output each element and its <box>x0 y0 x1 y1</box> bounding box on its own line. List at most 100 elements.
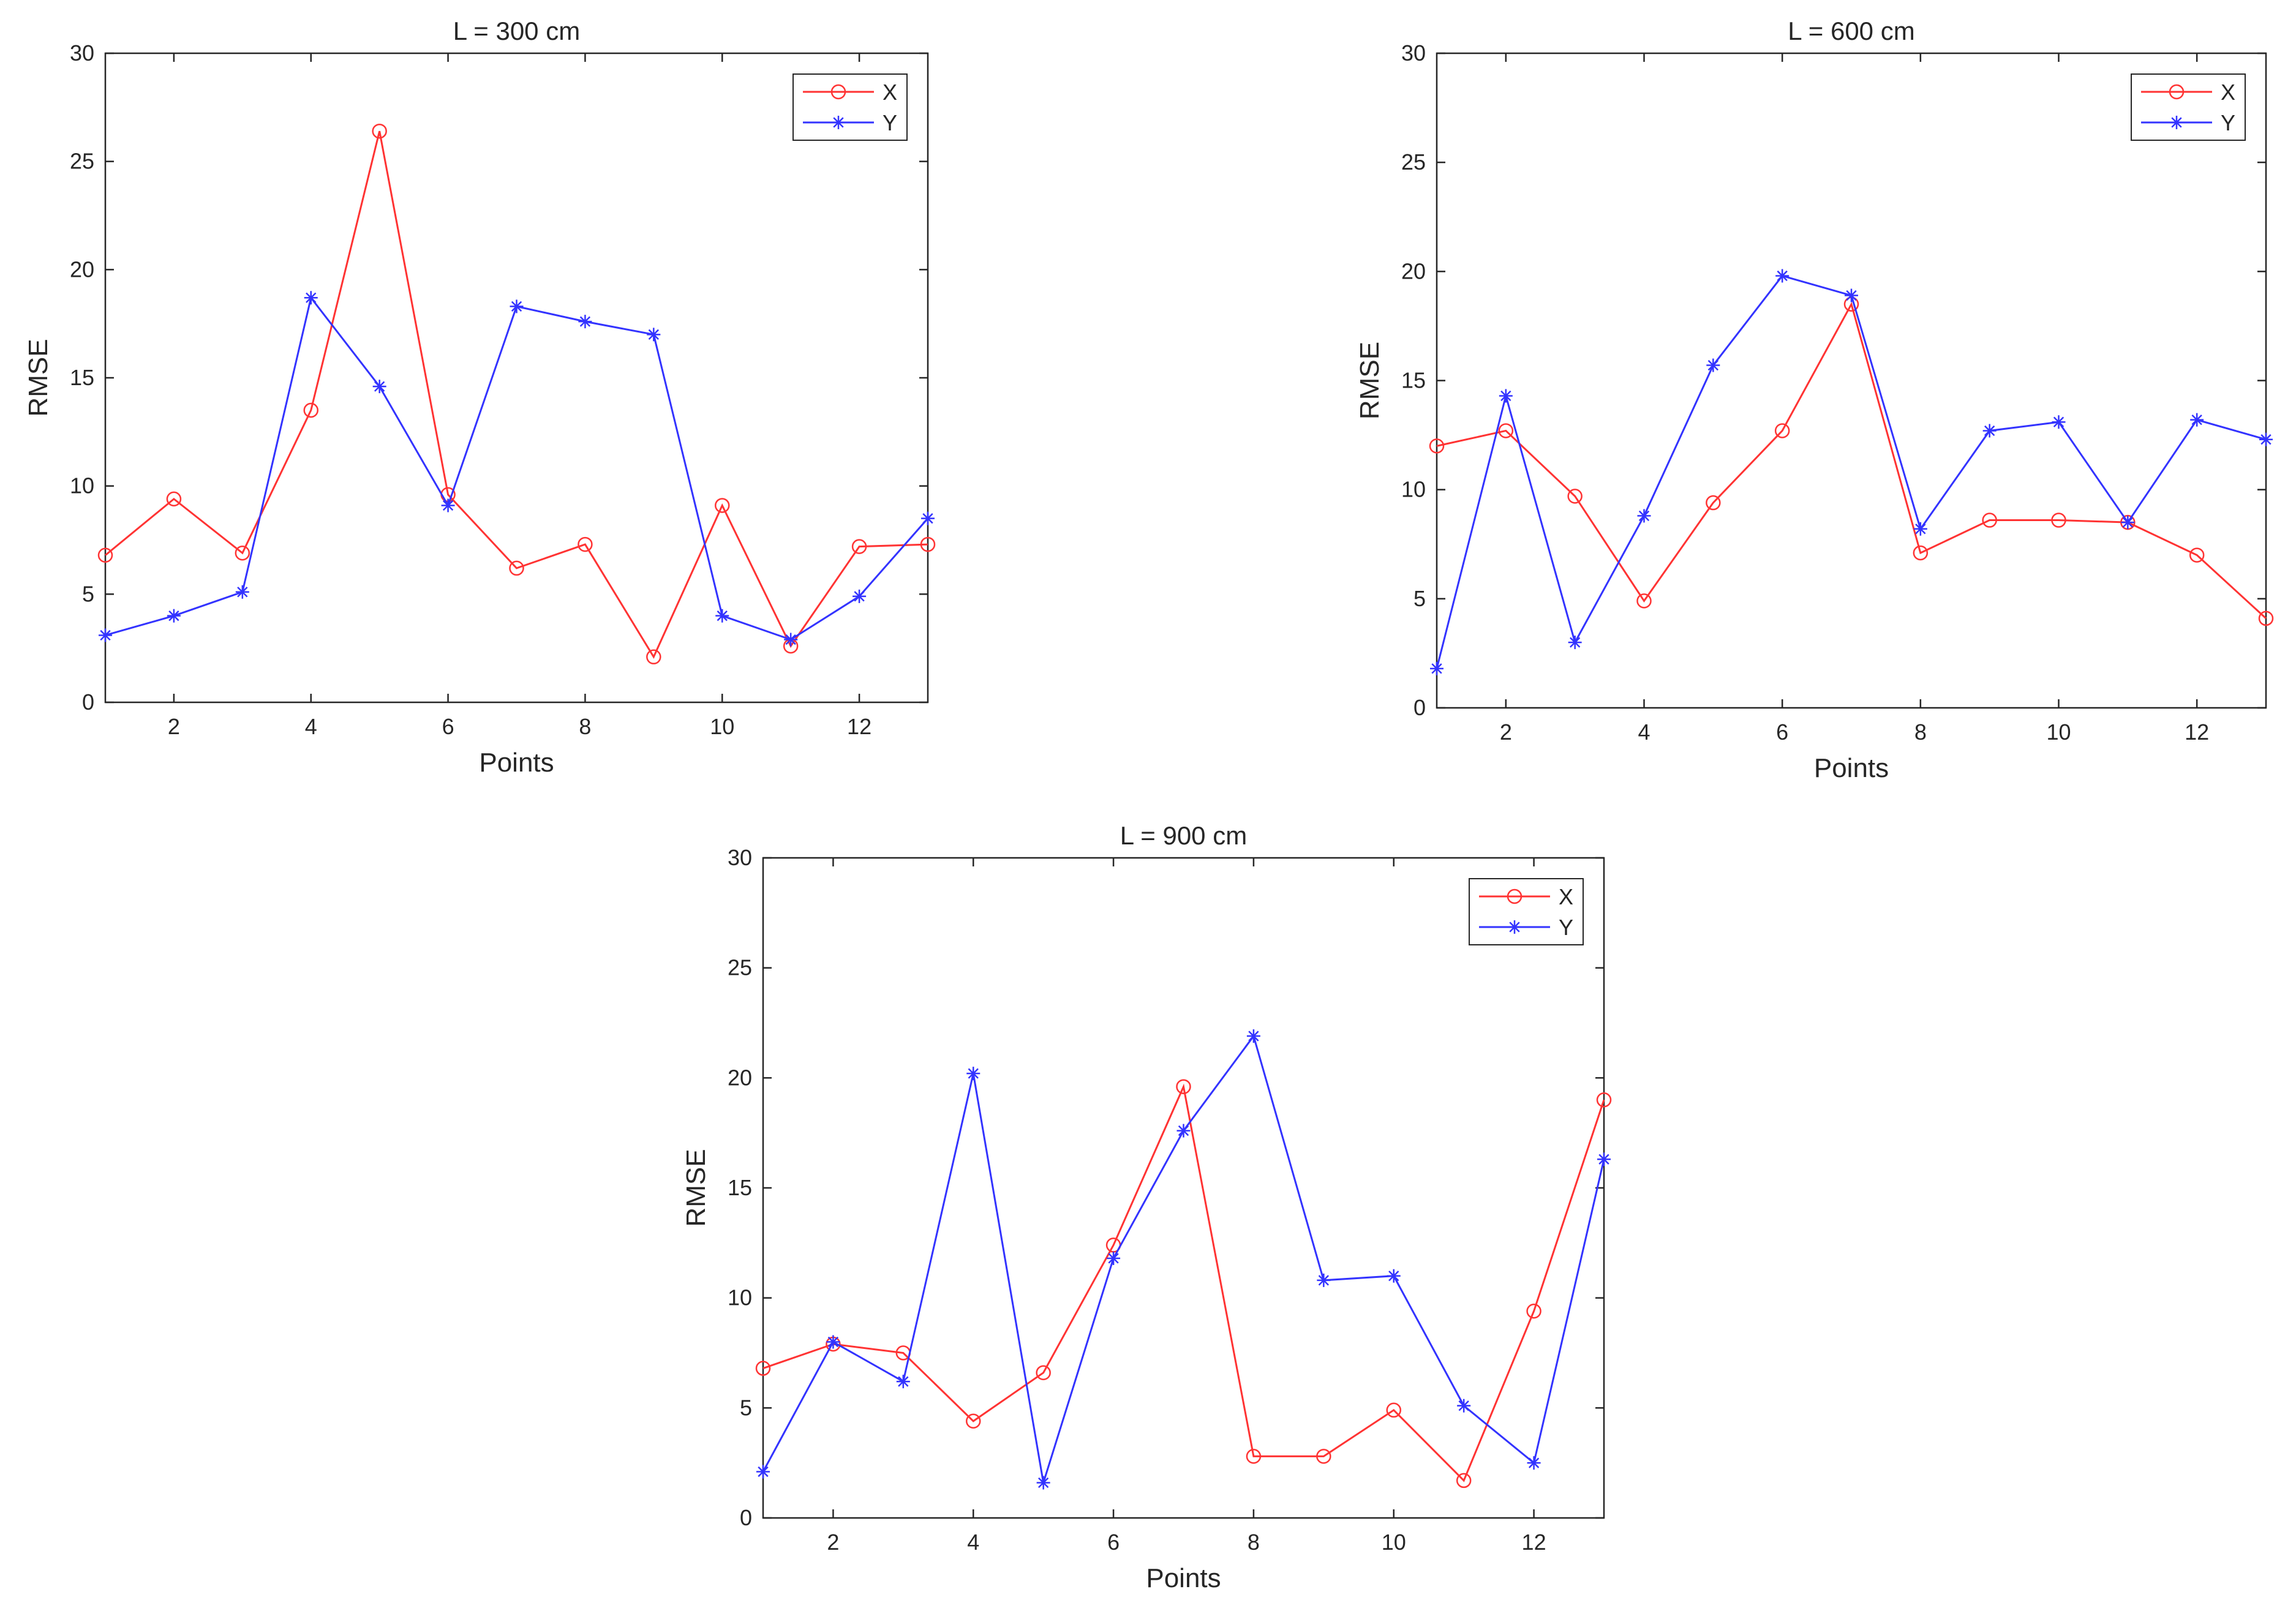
data-point <box>715 609 729 623</box>
data-point <box>578 315 592 329</box>
legend-label: Y <box>2221 110 2235 135</box>
data-point <box>1176 1124 1191 1138</box>
chart-title: L = 300 cm <box>453 17 580 45</box>
plot-area <box>1436 52 2267 709</box>
x-tick-label: 2 <box>168 714 180 739</box>
legend-marker <box>830 84 846 100</box>
plot-area <box>104 52 929 704</box>
data-point <box>1913 522 1927 536</box>
series-y <box>99 291 935 647</box>
data-point <box>1706 358 1720 372</box>
x-tick-label: 10 <box>2046 719 2071 745</box>
marker-stroke <box>374 381 385 392</box>
marker-stroke <box>1915 524 1926 535</box>
legend-box <box>2131 73 2246 141</box>
plot-area <box>762 857 1605 1519</box>
marker-stroke <box>758 1466 769 1478</box>
legend-marker <box>1507 888 1523 904</box>
data-point <box>1316 1449 1331 1464</box>
data-point <box>509 560 524 576</box>
y-tick-label: 0 <box>1413 695 1426 720</box>
marker-stroke <box>648 329 659 340</box>
legend: XY <box>1469 878 1584 945</box>
data-point <box>1387 1269 1401 1283</box>
x-tick-label: 4 <box>1638 719 1650 745</box>
data-point <box>2259 432 2273 446</box>
marker-stroke <box>1500 390 1511 402</box>
data-point <box>1429 438 1445 454</box>
x-axis-label: Points <box>1814 753 1889 783</box>
x-axis-label: Points <box>1146 1563 1221 1593</box>
marker-stroke <box>2191 414 2202 426</box>
marker-stroke <box>2122 517 2133 528</box>
marker-stroke <box>2053 416 2065 427</box>
marker-stroke <box>1570 637 1581 648</box>
data-point <box>167 609 181 623</box>
data-point <box>1636 593 1652 609</box>
legend-box <box>792 73 908 141</box>
marker-stroke <box>511 301 522 312</box>
y-tick-label: 15 <box>1401 368 1426 393</box>
marker-stroke <box>1707 359 1718 371</box>
x-tick-label: 8 <box>1914 719 1927 745</box>
data-point <box>826 1335 840 1349</box>
y-tick-label: 5 <box>82 581 94 606</box>
data-point <box>1457 1399 1471 1413</box>
x-tick-label: 10 <box>1382 1530 1406 1555</box>
data-point <box>1036 1476 1050 1490</box>
marker-stroke <box>100 629 111 641</box>
data-point <box>1498 423 1514 438</box>
data-point <box>1597 1152 1611 1166</box>
legend-label: X <box>2221 80 2235 105</box>
data-point <box>235 585 249 599</box>
data-point <box>2121 516 2135 530</box>
marker-stroke <box>785 634 796 645</box>
legend-label: X <box>883 80 897 105</box>
legend-label: Y <box>883 110 897 135</box>
data-point <box>1913 545 1929 561</box>
data-point <box>1845 288 1858 302</box>
marker-stroke <box>1178 1125 1189 1136</box>
data-point <box>1526 1303 1541 1319</box>
marker-stroke <box>442 500 454 511</box>
series-line <box>762 1083 1605 1482</box>
marker-stroke <box>898 1376 909 1387</box>
data-point <box>1036 1365 1051 1381</box>
x-tick-label: 6 <box>1107 1530 1120 1555</box>
x-tick-label: 10 <box>710 714 734 739</box>
data-point <box>166 491 182 507</box>
data-point <box>966 1413 981 1429</box>
marker-stroke <box>1108 1253 1119 1264</box>
data-point <box>2052 415 2066 429</box>
y-tick-label: 30 <box>728 845 752 870</box>
y-tick-label: 0 <box>82 689 94 715</box>
data-point <box>784 633 798 647</box>
data-point <box>966 1067 981 1081</box>
data-point <box>97 547 113 563</box>
data-point <box>1637 509 1651 523</box>
y-tick-label: 25 <box>728 955 752 980</box>
data-point <box>99 628 112 642</box>
legend-marker <box>832 116 845 129</box>
data-point <box>756 1465 770 1479</box>
data-point <box>372 123 387 139</box>
marker-stroke <box>1638 510 1650 522</box>
legend: XY <box>2131 73 2246 141</box>
data-point <box>646 649 661 665</box>
marker-stroke <box>1984 425 1995 437</box>
data-point <box>1499 389 1513 403</box>
data-point <box>1982 513 1997 528</box>
data-point <box>1246 1029 1260 1043</box>
y-tick-label: 25 <box>1401 149 1426 175</box>
series-y <box>1430 269 2273 675</box>
x-tick-label: 12 <box>847 714 871 739</box>
chart-title: L = 600 cm <box>1788 17 1914 45</box>
marker-stroke <box>168 610 179 621</box>
marker-stroke <box>237 587 248 598</box>
y-tick-label: 20 <box>70 257 94 282</box>
data-point <box>1775 269 1790 283</box>
data-point <box>2190 413 2204 427</box>
marker-stroke <box>968 1068 979 1079</box>
x-tick-label: 12 <box>2185 719 2209 745</box>
